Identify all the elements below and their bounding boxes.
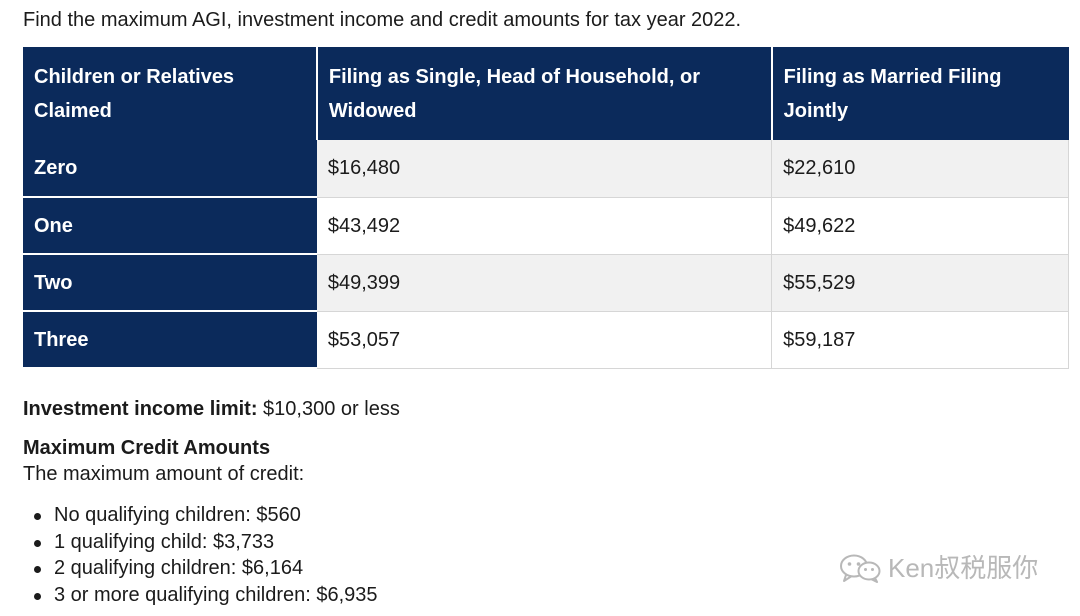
credit-item-text: 1 qualifying child: $3,733 (54, 530, 275, 553)
header-children-claimed: Children or Relatives Claimed (23, 47, 318, 140)
table-row: Two $49,399 $55,529 (23, 254, 1069, 312)
credit-item-text: 3 or more qualifying children: $6,935 (54, 583, 378, 606)
bullet-icon (34, 592, 41, 600)
credit-item-text: No qualifying children: $560 (54, 504, 301, 526)
wechat-icon (838, 553, 882, 583)
joint-value-three: $59,187 (771, 311, 1069, 369)
joint-value-two: $55,529 (771, 254, 1069, 312)
list-item: 3 or more qualifying children: $6,935 (23, 582, 378, 609)
table-row: Zero $16,480 $22,610 (23, 140, 1069, 198)
watermark-text: Ken叔税服你 (888, 553, 1039, 583)
bullet-icon (34, 513, 41, 520)
credit-item-text: 2 qualifying children: $6,164 (54, 557, 304, 579)
single-value-zero: $16,480 (316, 140, 773, 198)
intro-text: Find the maximum AGI, investment income … (23, 9, 742, 31)
row-label-one: One (23, 197, 317, 255)
bullet-icon (34, 566, 41, 573)
bullet-icon (34, 539, 41, 547)
credit-amounts-heading: Maximum Credit Amounts (23, 437, 271, 459)
header-filing-joint: Filing as Married Filing Jointly (771, 47, 1069, 140)
investment-income-limit: Investment income limit: $10,300 or less (23, 396, 400, 422)
joint-value-zero: $22,610 (771, 140, 1069, 198)
row-label-zero: Zero (23, 140, 317, 198)
single-value-one: $43,492 (316, 197, 773, 255)
list-item: 2 qualifying children: $6,164 (23, 555, 378, 582)
credit-amounts-list: No qualifying children: $560 1 qualifyin… (23, 502, 378, 608)
credit-amounts-subheading: The maximum amount of credit: (23, 463, 305, 485)
investment-income-label: Investment income limit: (23, 398, 258, 420)
table-row: One $43,492 $49,622 (23, 197, 1069, 255)
list-item: 1 qualifying child: $3,733 (23, 529, 378, 556)
list-item: No qualifying children: $560 (23, 502, 378, 529)
header-filing-single: Filing as Single, Head of Household, or … (316, 47, 773, 140)
watermark: Ken叔税服你 (838, 550, 1038, 586)
agi-limits-table: Children or Relatives Claimed Filing as … (23, 47, 1069, 369)
joint-value-one: $49,622 (771, 197, 1069, 255)
investment-income-value: $10,300 or less (257, 398, 400, 420)
table-row: Three $53,057 $59,187 (23, 311, 1069, 369)
row-label-three: Three (23, 311, 317, 369)
row-label-two: Two (23, 254, 317, 312)
single-value-three: $53,057 (316, 311, 773, 369)
table-header-row: Children or Relatives Claimed Filing as … (23, 47, 1069, 140)
single-value-two: $49,399 (316, 254, 773, 312)
